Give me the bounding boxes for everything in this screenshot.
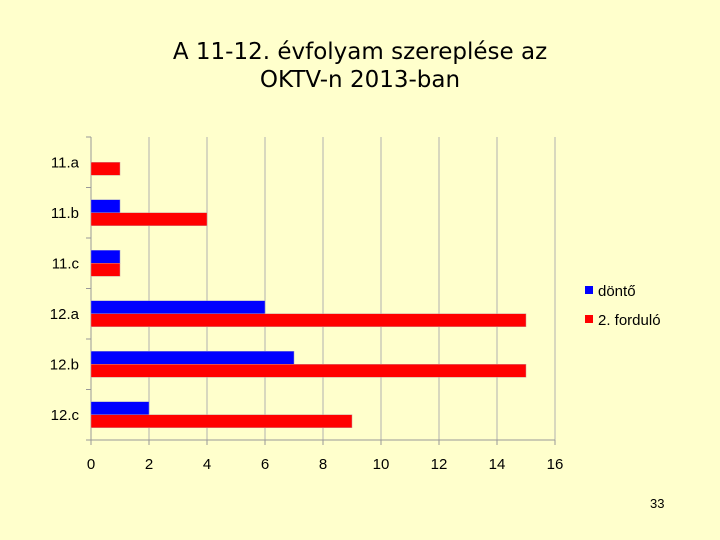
legend-label-1: 2. forduló	[598, 312, 661, 329]
bar-dontő-12.c	[90, 401, 150, 415]
page-number: 33	[650, 496, 665, 511]
legend-label-0: döntő	[598, 283, 636, 300]
bar-2-fordulo-12.c	[90, 414, 353, 428]
bar-dontő-11.c	[90, 250, 121, 264]
y-tick-label-11.b: 11.b	[51, 205, 79, 222]
x-tick-label-12: 12	[431, 456, 448, 473]
x-tick-label-8: 8	[319, 456, 327, 473]
x-tick-label-10: 10	[373, 456, 390, 473]
bar-dontő-12.a	[90, 300, 266, 314]
bar-2-fordulo-12.b	[90, 364, 527, 378]
chart-title-line-1: A 11-12. évfolyam szereplése az	[172, 39, 548, 65]
bar-2-fordulo-11.a	[90, 162, 121, 176]
legend-swatch-0	[585, 286, 593, 294]
y-tick-label-12.b: 12.b	[50, 356, 79, 373]
chart-title-line-2: OKTV-n 2013-ban	[259, 67, 461, 93]
bar-2-fordulo-11.c	[90, 263, 121, 277]
bar-2-fordulo-11.b	[90, 212, 208, 226]
x-tick-label-14: 14	[489, 456, 506, 473]
legend-swatch-1	[585, 315, 593, 323]
y-tick-label-12.c: 12.c	[51, 407, 80, 424]
x-tick-label-6: 6	[261, 456, 269, 473]
bar-dontő-12.b	[90, 351, 295, 365]
y-tick-label-11.a: 11.a	[51, 154, 80, 171]
chart-title: A 11-12. évfolyam szereplése az OKTV-n 2…	[0, 38, 720, 94]
x-tick-label-4: 4	[203, 456, 211, 473]
bar-2-fordulo-12.a	[90, 313, 527, 327]
y-tick-label-12.a: 12.a	[50, 306, 80, 323]
x-tick-label-0: 0	[87, 456, 95, 473]
bar-dontő-11.b	[90, 199, 121, 213]
x-tick-label-2: 2	[145, 456, 153, 473]
x-tick-label-16: 16	[547, 456, 564, 473]
y-tick-label-11.c: 11.c	[52, 255, 80, 272]
